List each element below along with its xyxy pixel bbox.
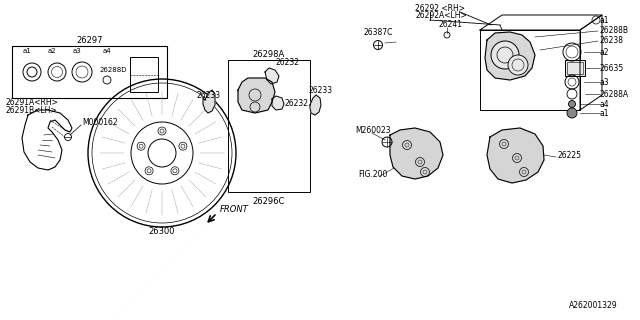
Polygon shape (203, 90, 215, 113)
Text: a1: a1 (600, 108, 609, 117)
Bar (565, 60, 585, 76)
Polygon shape (487, 128, 544, 183)
Text: a2: a2 (600, 47, 609, 57)
Text: 26298A: 26298A (253, 50, 285, 59)
Text: 26288B: 26288B (600, 26, 629, 35)
Text: 26635: 26635 (600, 63, 624, 73)
Circle shape (567, 108, 577, 118)
Text: a1: a1 (22, 48, 31, 54)
Text: M000162: M000162 (82, 117, 118, 126)
Text: 26297: 26297 (76, 36, 103, 44)
Text: 26292 <RH>: 26292 <RH> (415, 4, 465, 12)
Text: 26291A<RH>: 26291A<RH> (5, 98, 58, 107)
Text: 26233: 26233 (196, 91, 220, 100)
Polygon shape (265, 68, 279, 84)
Bar (12, 46, 167, 98)
Text: a1: a1 (600, 15, 609, 25)
Polygon shape (310, 95, 321, 115)
Text: a3: a3 (600, 77, 610, 86)
Text: 26387C: 26387C (363, 28, 392, 36)
Text: FRONT: FRONT (220, 204, 249, 213)
Circle shape (508, 55, 528, 75)
Bar (480, 30, 580, 110)
Circle shape (568, 100, 575, 108)
Text: M260023: M260023 (355, 125, 390, 134)
Text: 26288D: 26288D (100, 67, 127, 73)
Text: FIG.200: FIG.200 (358, 170, 387, 179)
Text: A262001329: A262001329 (570, 300, 618, 309)
Text: 26296C: 26296C (253, 196, 285, 205)
Polygon shape (485, 32, 535, 80)
Text: a3: a3 (72, 48, 81, 54)
Text: 26238: 26238 (600, 36, 624, 44)
Text: a4: a4 (600, 100, 610, 108)
Text: 26288A: 26288A (600, 90, 629, 99)
Bar (130, 57, 158, 92)
Bar (567, 62, 583, 74)
Circle shape (491, 41, 519, 69)
Text: 26300: 26300 (148, 228, 175, 236)
Polygon shape (238, 78, 275, 113)
Text: 26225: 26225 (558, 150, 582, 159)
Polygon shape (390, 128, 443, 179)
Text: 26232: 26232 (284, 99, 308, 108)
Text: 26291B<LH>: 26291B<LH> (5, 106, 56, 115)
Text: 26232: 26232 (275, 58, 299, 67)
Text: 26241: 26241 (438, 20, 462, 28)
Polygon shape (272, 96, 284, 110)
Text: a2: a2 (48, 48, 56, 54)
Text: 26233: 26233 (308, 85, 332, 94)
Text: a4: a4 (103, 48, 111, 54)
Text: 26292A<LH>: 26292A<LH> (415, 11, 467, 20)
Bar (228, 60, 310, 192)
